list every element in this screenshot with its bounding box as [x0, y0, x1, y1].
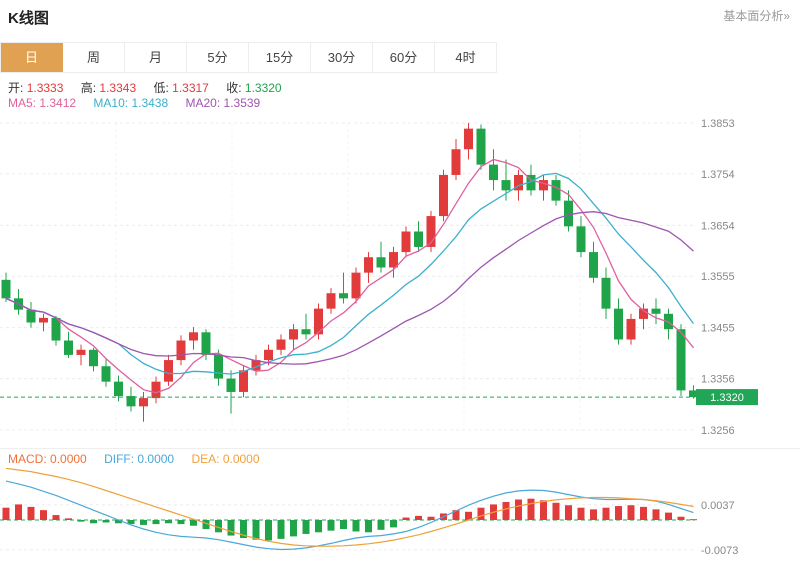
- diff-label: DIFF:: [104, 452, 135, 466]
- fundamental-analysis-link[interactable]: 基本面分析»: [723, 9, 790, 23]
- macd-label: MACD:: [8, 452, 47, 466]
- ma10-line: [5, 172, 695, 375]
- ma20-label: MA20:: [185, 96, 221, 110]
- macd-value: 0.0000: [50, 452, 87, 466]
- current-price-value: 1.3320: [710, 392, 744, 404]
- ma10-label: MA10:: [93, 96, 129, 110]
- dea-label: DEA:: [191, 452, 220, 466]
- y-axis-label: 1.3555: [701, 271, 735, 283]
- macd-axis-label: -0.0073: [701, 545, 738, 557]
- open-value: 1.3333: [26, 81, 64, 95]
- ma20-value: 1.3539: [223, 96, 261, 110]
- high-value: 1.3343: [99, 81, 137, 95]
- ma5-value: 1.3412: [39, 96, 77, 110]
- current-price-badge: [696, 389, 758, 406]
- macd-axis-label: 0.0037: [701, 500, 735, 512]
- ma20-line: [5, 211, 694, 365]
- tab-week[interactable]: 周: [63, 43, 125, 72]
- tab-day[interactable]: 日: [1, 43, 63, 72]
- close-value: 1.3320: [244, 81, 282, 95]
- low-value: 1.3317: [172, 81, 209, 95]
- y-axis-label: 1.3754: [701, 169, 735, 181]
- ma5-label: MA5:: [8, 96, 37, 110]
- timeframe-tabs: 日 周 月 5分 15分 30分 60分 4时: [0, 42, 497, 73]
- current-price-line: 1.3320: [0, 389, 758, 406]
- diff-value: 0.0000: [137, 452, 175, 466]
- dea-line: [5, 467, 694, 547]
- y-axis-label: 1.3853: [701, 118, 735, 130]
- main-grid: 1.3853 1.3754 1.3654 1.3555 1.3455 1.3356 1.32…: [0, 118, 735, 437]
- close-label: 收:: [226, 81, 242, 95]
- y-axis-label: 1.3356: [701, 374, 735, 386]
- tab-month[interactable]: 月: [125, 43, 187, 72]
- tab-15min[interactable]: 15分: [249, 43, 311, 72]
- high-label: 高:: [80, 81, 97, 95]
- tab-60min[interactable]: 60分: [373, 43, 435, 72]
- ma10-value: 1.3438: [131, 96, 169, 110]
- diff-line: [5, 480, 694, 551]
- ohlc-bar: 开: 1.3333 高: 1.3343 低: 1.3317 收: 1.3320: [8, 79, 296, 96]
- panel-divider: [0, 448, 800, 449]
- macd-bar: MACD: 0.0000 DIFF: 0.0000 DEA: 0.0000: [8, 452, 274, 466]
- dea-value: 0.0000: [222, 452, 260, 466]
- ma5-line: [5, 158, 695, 394]
- low-label: 低:: [153, 81, 169, 95]
- y-axis-label: 1.3256: [701, 425, 735, 437]
- main-candlestick-chart[interactable]: 1.3853 1.3754 1.3654 1.3555 1.3455 1.3356 1.32…: [0, 112, 800, 448]
- macd-indicator-chart[interactable]: 0.0037 -0.0073: [0, 449, 800, 565]
- ma-bar: MA5: 1.3412 MA10: 1.3438 MA20: 1.3539: [8, 96, 274, 110]
- y-axis-label: 1.3654: [701, 220, 735, 232]
- page-title: K线图: [8, 10, 49, 27]
- candles: [1, 123, 698, 422]
- header: K线图 基本面分析»: [0, 0, 800, 36]
- tab-5min[interactable]: 5分: [187, 43, 249, 72]
- y-axis-label: 1.3455: [701, 323, 735, 335]
- open-label: 开:: [8, 81, 24, 95]
- tab-30min[interactable]: 30分: [311, 43, 373, 72]
- tab-4hour[interactable]: 4时: [435, 43, 497, 72]
